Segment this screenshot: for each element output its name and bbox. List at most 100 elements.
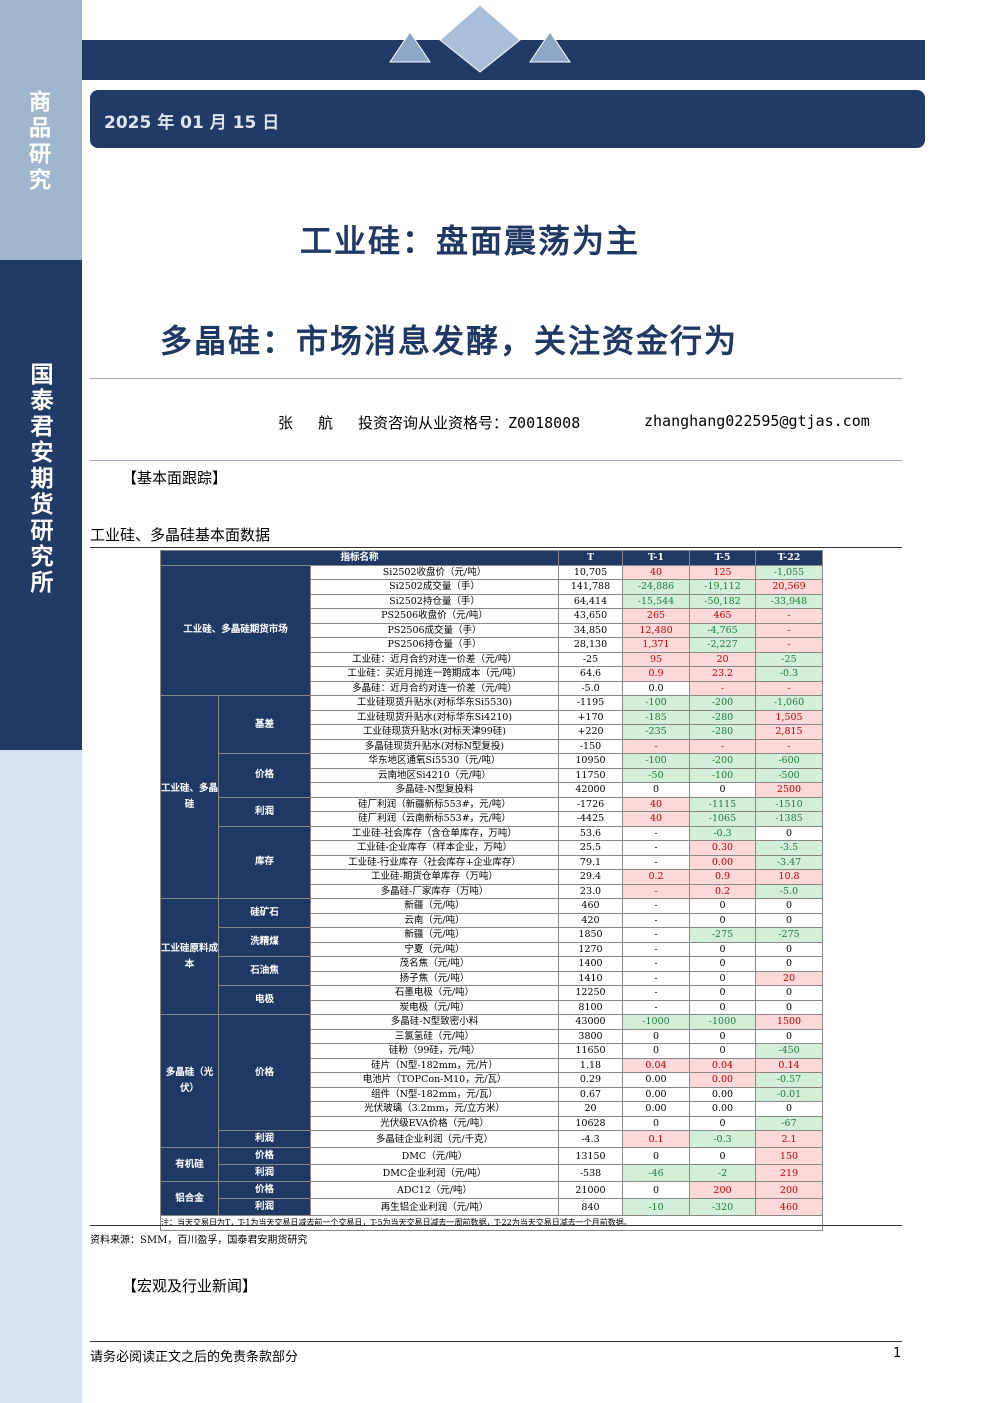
value-cell: - bbox=[755, 637, 823, 653]
value-cell: -1195 bbox=[558, 695, 623, 711]
value-cell: 0 bbox=[755, 956, 823, 972]
value-cell: - bbox=[622, 941, 690, 957]
table-row: 炭电极（元/吨） 8100-0 0 bbox=[161, 999, 823, 1015]
value-cell: 460 bbox=[558, 898, 623, 914]
table-row: 云南地区Si4210（元/吨） 11750 -50 -100 -500 bbox=[161, 767, 823, 783]
indicator-name: 硅厂利润（新疆新标553#，元/吨） bbox=[310, 796, 559, 812]
sidebar-label: 国泰君安期货研究所 bbox=[26, 362, 53, 596]
table-row: 利润 多晶硅企业利润（元/千克） -4.3 0.1 -0.3 2.1 bbox=[161, 1130, 823, 1148]
value-cell: 1410 bbox=[558, 970, 623, 986]
value-cell: 1500 bbox=[755, 1014, 823, 1030]
value-cell: 10950 bbox=[558, 753, 623, 769]
column-header: T-1 bbox=[622, 550, 690, 566]
value-cell: -4.3 bbox=[558, 1130, 623, 1148]
value-cell: -67 bbox=[755, 1115, 823, 1131]
value-cell: -185 bbox=[622, 709, 690, 725]
value-cell: 25.5 bbox=[558, 840, 623, 856]
indicator-name: 再生铝企业利润（元/吨） bbox=[310, 1198, 559, 1216]
divider bbox=[90, 460, 902, 461]
value-cell: 0 bbox=[689, 970, 756, 986]
indicator-name: 炭电极（元/吨） bbox=[310, 999, 559, 1015]
value-cell: -15,544 bbox=[622, 593, 690, 609]
value-cell: -19,112 bbox=[689, 579, 756, 595]
value-cell: 1,505 bbox=[755, 709, 823, 725]
value-cell: 28,130 bbox=[558, 637, 623, 653]
value-cell: -2 bbox=[689, 1164, 756, 1182]
value-cell: 23.2 bbox=[689, 666, 756, 682]
value-cell: 0 bbox=[755, 825, 823, 841]
table-row: 石油焦 茂名焦（元/吨） 1400-0 0 bbox=[161, 956, 823, 986]
value-cell: - bbox=[622, 985, 690, 1001]
value-cell: 0.1 bbox=[622, 1130, 690, 1148]
value-cell: -280 bbox=[689, 724, 756, 740]
value-cell: 23.0 bbox=[558, 883, 623, 899]
value-cell: 0 bbox=[755, 898, 823, 914]
value-cell: 200 bbox=[689, 1181, 756, 1199]
value-cell: -538 bbox=[558, 1164, 623, 1182]
table-row: 有机硅 价格 DMC（元/吨） 13150 0 0 150 bbox=[160, 1147, 823, 1182]
subtitle: 多晶硅：市场消息发酵，关注资金行为 bbox=[160, 322, 739, 360]
value-cell: -1,055 bbox=[755, 564, 823, 580]
subgroup-label: 石油焦 bbox=[218, 956, 311, 986]
section-heading: 【基本面跟踪】 bbox=[122, 469, 228, 487]
value-cell: -0.3 bbox=[689, 825, 756, 841]
group-label: 有机硅 bbox=[160, 1147, 219, 1182]
value-cell: -1065 bbox=[689, 811, 756, 827]
value-cell: 0 bbox=[755, 1028, 823, 1044]
table-row: PS2506成交量（手） 34,850 12,480 -4,765- bbox=[161, 622, 823, 638]
value-cell: -1385 bbox=[755, 811, 823, 827]
email: zhanghang022595@gtjas.com bbox=[644, 412, 870, 430]
value-cell: -4,765 bbox=[689, 622, 756, 638]
value-cell: 53.6 bbox=[558, 825, 623, 841]
value-cell: 265 bbox=[622, 608, 690, 624]
table-row: 工业硅现货升贴水(对标华东Si4210) +170 -185 -280 1,505 bbox=[161, 709, 823, 725]
value-cell: -100 bbox=[689, 767, 756, 783]
indicator-name: 石墨电极（元/吨） bbox=[310, 985, 559, 1001]
value-cell: -1115 bbox=[689, 796, 756, 812]
value-cell: 465 bbox=[689, 608, 756, 624]
value-cell: 0.04 bbox=[689, 1057, 756, 1073]
indicator-name: 多晶硅企业利润（元/千克） bbox=[310, 1130, 559, 1148]
value-cell: -50 bbox=[622, 767, 690, 783]
value-cell: -275 bbox=[689, 927, 756, 943]
value-cell: 10628 bbox=[558, 1115, 623, 1131]
value-cell: 10.8 bbox=[755, 869, 823, 885]
value-cell: -200 bbox=[689, 695, 756, 711]
value-cell: 0.00 bbox=[622, 1086, 690, 1102]
value-cell: 0.9 bbox=[622, 666, 690, 682]
indicator-name: 扬子焦（元/吨） bbox=[310, 970, 559, 986]
value-cell: 200 bbox=[755, 1181, 823, 1199]
table-row: 利润 DMC企业利润（元/吨） -538 -46 -2 219 bbox=[161, 1164, 823, 1182]
value-cell: -100 bbox=[622, 753, 690, 769]
value-cell: 2,815 bbox=[755, 724, 823, 740]
divider bbox=[90, 378, 902, 379]
sidebar-bottom bbox=[0, 750, 82, 1403]
value-cell: 13150 bbox=[558, 1147, 623, 1165]
sidebar-middle bbox=[0, 260, 82, 750]
table-row: 工业硅：买近月抛连一跨期成本（元/吨） 64.6 0.9 23.2 -0.3 bbox=[161, 666, 823, 682]
author: 张 航 bbox=[278, 414, 342, 432]
indicator-name: 茂名焦（元/吨） bbox=[310, 956, 559, 972]
table-row: 工业硅原料成本 硅矿石 新疆（元/吨） 460-0 0 bbox=[160, 898, 823, 1015]
value-cell: -1510 bbox=[755, 796, 823, 812]
indicator-name: 工业硅：买近月抛连一跨期成本（元/吨） bbox=[310, 666, 559, 682]
indicator-name: 电池片（TOPCon-M10，元/瓦） bbox=[310, 1072, 559, 1088]
subgroup-label: 利润 bbox=[218, 1164, 311, 1182]
indicator-name: DMC（元/吨） bbox=[310, 1147, 559, 1165]
value-cell: 0.29 bbox=[558, 1072, 623, 1088]
table-row: PS2506持仓量（手） 28,130 1,371 -2,227- bbox=[161, 637, 823, 653]
value-cell: 0.2 bbox=[622, 869, 690, 885]
note: 注：当天交易日为T，T-1为当天交易日减去前一个交易日，T-5为当天交易日减去一… bbox=[160, 1215, 823, 1231]
value-cell: 0.2 bbox=[689, 883, 756, 899]
value-cell: - bbox=[622, 912, 690, 928]
subgroup-label: 电极 bbox=[218, 985, 311, 1015]
table-row: 利润 硅厂利润（新疆新标553#，元/吨） -1726 40 -1115 -1510 bbox=[161, 796, 823, 827]
value-cell: 2.1 bbox=[755, 1130, 823, 1148]
column-header: T-22 bbox=[755, 550, 823, 566]
value-cell: -2,227 bbox=[689, 637, 756, 653]
group-label: 工业硅原料成本 bbox=[160, 898, 219, 1015]
value-cell: 460 bbox=[755, 1198, 823, 1216]
value-cell: 21000 bbox=[558, 1181, 623, 1199]
value-cell: 0.67 bbox=[558, 1086, 623, 1102]
subgroup-label: 基差 bbox=[218, 695, 311, 754]
